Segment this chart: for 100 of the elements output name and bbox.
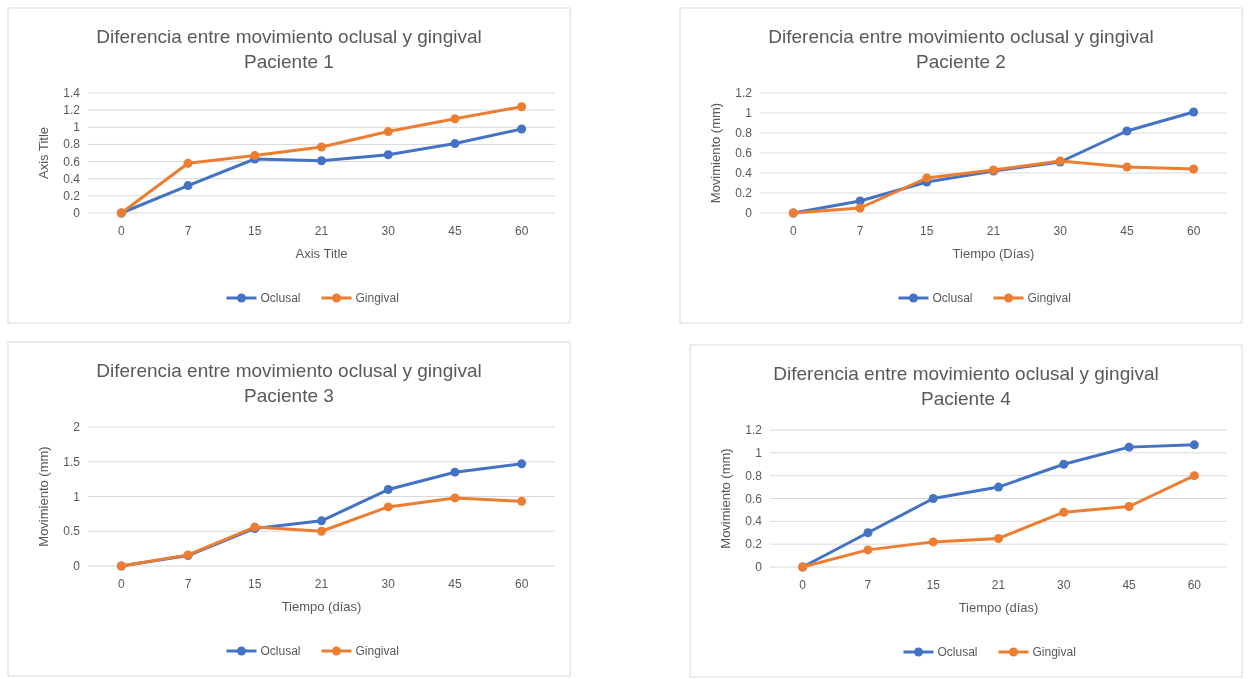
x-tick-label: 15 [248,224,262,238]
y-tick-label: 0 [73,559,81,573]
x-axis-title: Tiempo (días) [958,600,1039,615]
point [1059,459,1069,469]
y-tick-label: 1 [73,489,81,504]
point [317,526,326,536]
x-tick-label: 21 [991,578,1006,592]
x-tick-label: 0 [118,224,126,238]
point [450,139,460,149]
point [1124,442,1134,452]
y-tick-label: 1 [745,106,753,120]
y-tick-label: 0.5 [63,524,81,539]
x-tick-label: 60 [514,577,529,591]
y-tick-label: 1.2 [745,423,763,437]
x-tick-label: 60 [1186,224,1201,238]
x-tick-label: 7 [864,578,872,592]
x-tick-label: 0 [799,578,807,592]
y-tick-label: 0 [755,560,763,574]
x-tick-label: 21 [314,577,329,591]
x-tick-label: 30 [1057,578,1071,592]
y-tick-label: 0.8 [735,126,753,140]
point [383,127,393,137]
y-tick-label: 0.6 [745,491,763,506]
point [928,494,938,503]
chart-subtitle: Paciente 3 [244,385,334,406]
chart-title: Diferencia entre movimiento oclusal y gingival [96,360,482,381]
chart-subtitle: Paciente 4 [921,388,1012,409]
legend-label: Oclusal [260,291,301,305]
chart-subtitle: Paciente 2 [916,51,1006,72]
x-tick-label: 21 [314,224,329,238]
chart-subtitle: Paciente 1 [244,51,334,72]
y-tick-label: 0 [73,206,81,220]
point [517,102,527,112]
y-tick-label: 1.5 [63,454,81,469]
point [1122,126,1132,136]
x-tick-label: 30 [1053,224,1068,238]
legend-label: Gingival [1027,291,1071,305]
point [922,173,932,183]
x-tick-label: 30 [381,577,396,591]
x-tick-label: 45 [448,577,462,591]
x-tick-label: 0 [790,224,798,238]
y-tick-label: 1.2 [63,103,81,118]
point [517,459,527,469]
point [1189,471,1199,481]
chart-title: Diferencia entre movimiento oclusal y gingival [773,363,1159,384]
x-tick-label: 15 [248,577,262,591]
y-tick-label: 1 [755,445,763,460]
point [1059,507,1069,517]
y-tick-label: 0.8 [63,137,81,152]
legend-label: Gingival [355,291,399,305]
point [450,114,460,124]
point [183,181,193,191]
point [863,545,873,555]
chart-title: Diferencia entre movimiento oclusal y gingival [768,26,1154,47]
y-axis-title: Movimiento (mm) [708,102,723,204]
x-tick-label: 7 [184,224,192,238]
point [855,203,865,213]
x-axis-title: Axis Title [295,246,348,261]
point [450,493,460,503]
x-tick-label: 45 [1122,578,1137,592]
x-tick-label: 7 [184,577,192,591]
point [317,516,326,526]
point [1189,164,1199,174]
point [317,156,326,166]
y-tick-label: 0.4 [735,166,753,180]
y-tick-label: 0.2 [745,537,763,552]
y-tick-label: 0.2 [63,188,81,203]
x-tick-label: 15 [920,224,934,238]
legend-label: Oclusal [937,645,978,659]
point [317,142,326,152]
y-axis-title: Movimiento (mm) [718,448,733,549]
point [1122,162,1132,172]
x-tick-label: 60 [514,224,529,238]
x-tick-label: 0 [118,577,126,591]
y-tick-label: 1.4 [63,86,81,100]
chart-title: Diferencia entre movimiento oclusal y gingival [96,26,482,47]
point [1124,501,1134,511]
x-tick-label: 45 [1120,224,1134,238]
x-axis-title: Tiempo (días) [281,599,362,614]
y-tick-label: 1.2 [735,86,753,100]
point [994,533,1003,543]
x-tick-label: 60 [1187,578,1202,592]
y-tick-label: 0.2 [735,186,753,200]
point [450,467,460,477]
legend-label: Oclusal [260,644,301,658]
y-axis-title: Movimiento (mm) [36,446,51,547]
x-tick-label: 21 [986,224,1001,238]
point [1189,440,1199,450]
point [928,537,938,547]
y-tick-label: 0 [745,206,753,220]
y-tick-label: 0.4 [63,171,81,186]
x-axis-title: Tiempo (Días) [952,246,1035,261]
x-tick-label: 15 [926,578,941,592]
point [863,528,873,538]
legend-label: Oclusal [932,291,973,305]
y-tick-label: 2 [73,420,81,434]
point [994,482,1003,492]
y-axis-title: Axis Title [36,126,51,180]
y-tick-label: 0.6 [735,146,753,160]
point [383,150,393,160]
